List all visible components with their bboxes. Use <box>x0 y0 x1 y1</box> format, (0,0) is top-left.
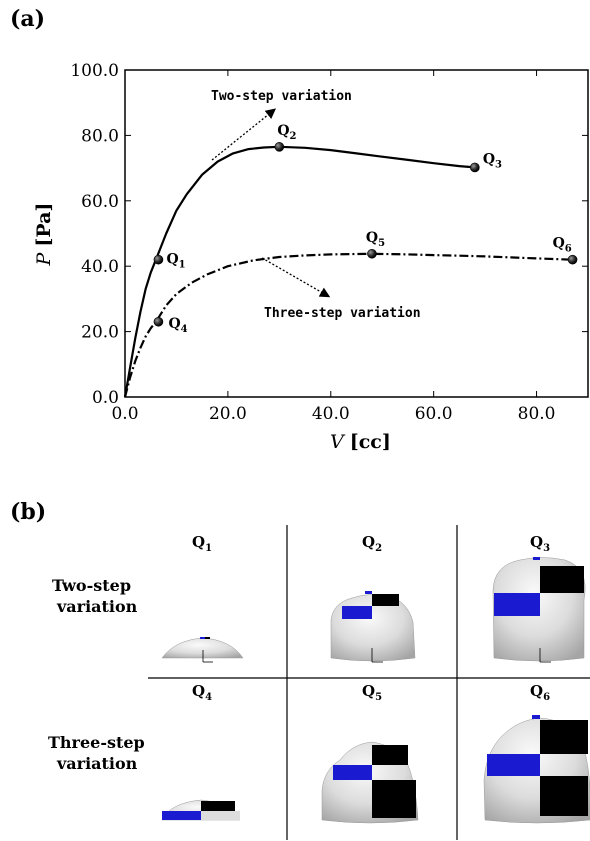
point-q6-marker <box>567 254 578 265</box>
panel-a-label: (a) <box>10 6 45 32</box>
row-label-two-step-1: Two-step <box>52 576 131 595</box>
point-q5-marker <box>367 248 377 259</box>
x-axis-ticks: 0.0 20.0 40.0 60.0 80.0 <box>111 70 555 424</box>
shell-q2 <box>330 591 416 663</box>
y-tick-label: 100.0 <box>70 61 119 81</box>
y-axis-var: P <box>33 251 55 266</box>
shell-q6 <box>483 715 590 824</box>
shell-q3 <box>492 557 586 663</box>
axis-triad-icon <box>202 650 213 663</box>
x-tick-label: 60.0 <box>415 404 453 424</box>
three-step-arrow <box>261 257 331 298</box>
point-q4-label: Q4 <box>168 316 187 335</box>
x-axis-label: V [cc] <box>330 431 391 453</box>
y-tick-label: 20.0 <box>81 323 119 343</box>
y-axis-label: P [Pa] <box>33 203 55 267</box>
y-tick-label: 80.0 <box>81 126 119 146</box>
panel-b-label: (b) <box>10 499 46 525</box>
x-tick-label: 20.0 <box>209 404 247 424</box>
point-q6-label: Q6 <box>553 236 572 255</box>
y-tick-label: 0.0 <box>92 388 119 408</box>
point-q3-label: Q3 <box>483 151 502 170</box>
annotation-two-step: Two-step variation <box>211 89 352 104</box>
x-axis-var: V <box>330 431 346 453</box>
cell-label-q2: Q2 <box>362 533 382 554</box>
point-q1-label: Q1 <box>166 252 185 271</box>
x-tick-label: 0.0 <box>111 404 138 424</box>
series-three-step-line <box>123 252 573 398</box>
row-label-three-step-1: Three-step <box>48 733 145 752</box>
annotation-three-step: Three-step variation <box>264 306 421 321</box>
point-q2-label: Q2 <box>277 123 296 142</box>
shell-q4 <box>161 799 241 821</box>
point-q2-marker <box>274 142 285 152</box>
annotation-arrows <box>211 108 331 298</box>
x-tick-label: 40.0 <box>312 404 350 424</box>
point-q1-marker <box>153 254 164 265</box>
two-step-arrow <box>211 108 277 161</box>
cell-label-q5: Q5 <box>362 682 382 703</box>
point-q5-label: Q5 <box>366 230 385 249</box>
point-q4-marker <box>153 316 164 327</box>
x-tick-label: 80.0 <box>518 404 556 424</box>
cell-label-q4: Q4 <box>192 682 212 703</box>
series-lines <box>123 145 573 398</box>
x-axis-unit: [cc] <box>350 431 391 453</box>
point-q3-marker <box>470 162 480 173</box>
axis-triad-icon <box>539 648 551 663</box>
pressure-volume-chart: 0.0 20.0 40.0 60.0 80.0 100.0 0.0 20.0 40.0 60.0… <box>33 61 589 453</box>
cell-label-q3: Q3 <box>530 533 550 554</box>
y-axis-ticks: 0.0 20.0 40.0 60.0 80.0 100.0 <box>70 61 588 408</box>
y-axis-unit: [Pa] <box>33 203 55 247</box>
row-label-three-step-2: variation <box>56 754 138 773</box>
marked-points: Q1 Q2 Q3 Q4 Q5 Q6 <box>153 123 578 335</box>
series-two-step-line <box>123 145 475 398</box>
axis-triad-icon <box>371 648 383 663</box>
y-tick-label: 40.0 <box>81 257 119 277</box>
shell-q1 <box>161 637 244 663</box>
cell-label-q6: Q6 <box>530 682 550 703</box>
shell-q5 <box>321 741 419 824</box>
cell-label-q1: Q1 <box>192 533 212 554</box>
y-tick-label: 60.0 <box>81 192 119 212</box>
plot-frame <box>124 69 589 398</box>
row-label-two-step-2: variation <box>56 597 138 616</box>
